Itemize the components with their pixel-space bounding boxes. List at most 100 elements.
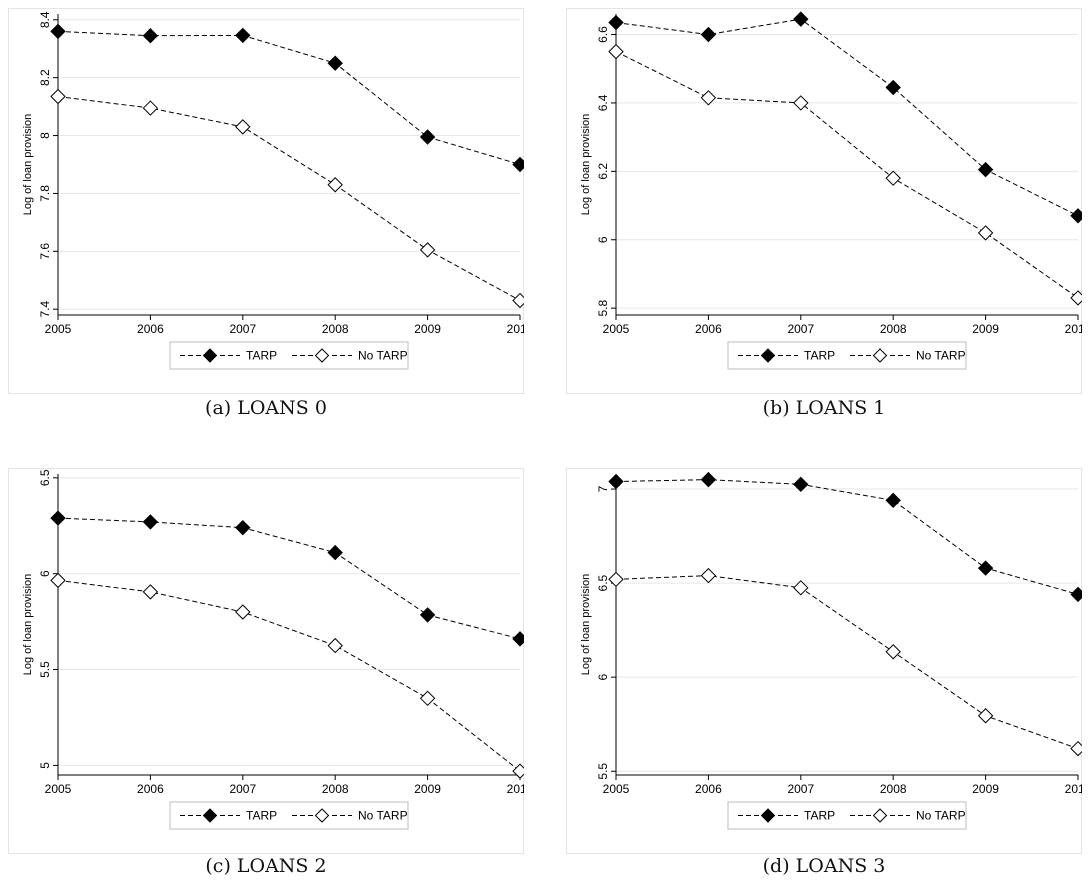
x-tick-label-4: 2009 bbox=[972, 782, 999, 796]
x-tick-label-2: 2007 bbox=[229, 782, 256, 796]
x-tick-label-1: 2006 bbox=[695, 322, 722, 336]
panel-frame bbox=[566, 8, 1082, 394]
series-0-point-2 bbox=[793, 476, 809, 493]
series-line-1 bbox=[615, 51, 1079, 299]
series-1-point-2 bbox=[793, 95, 809, 111]
x-tick-label-1: 2006 bbox=[137, 322, 164, 336]
series-0-point-5 bbox=[512, 631, 524, 647]
y-tick-label-3: 6.5 bbox=[38, 469, 52, 486]
series-line-1 bbox=[57, 579, 521, 772]
series-0-point-4 bbox=[419, 607, 436, 623]
x-tick-label-0: 2005 bbox=[603, 322, 630, 336]
legend-label-1: No TARP bbox=[358, 809, 408, 823]
panel-frame bbox=[8, 8, 524, 394]
series-line-0 bbox=[615, 18, 1079, 217]
legend-marker-0 bbox=[760, 808, 776, 823]
x-tick-label-3: 2008 bbox=[880, 782, 907, 796]
series-0-point-5 bbox=[1070, 586, 1082, 603]
legend-label-0: TARP bbox=[246, 349, 277, 363]
series-0-point-1 bbox=[142, 514, 159, 530]
x-tick-label-4: 2009 bbox=[972, 322, 999, 336]
y-axis-title: Log of loan provision bbox=[22, 114, 34, 216]
x-tick-label-2: 2007 bbox=[787, 322, 814, 336]
y-tick-label-1: 6 bbox=[596, 236, 610, 243]
series-0-point-0 bbox=[50, 23, 66, 40]
series-1-point-3 bbox=[885, 170, 901, 186]
x-tick-label-5: 2010 bbox=[507, 322, 524, 336]
series-line-0 bbox=[57, 30, 521, 165]
y-tick-label-3: 7 bbox=[596, 485, 610, 492]
legend-marker-0 bbox=[760, 348, 776, 363]
x-tick-label-0: 2005 bbox=[45, 322, 72, 336]
legend-marker-0 bbox=[202, 348, 218, 363]
series-1-point-1 bbox=[700, 567, 717, 584]
series-line-0 bbox=[615, 479, 1079, 595]
series-1-point-3 bbox=[885, 644, 901, 660]
y-tick-label-1: 6 bbox=[596, 674, 610, 681]
x-tick-label-2: 2007 bbox=[229, 322, 256, 336]
legend-label-1: No TARP bbox=[916, 349, 966, 363]
legend-marker-1 bbox=[314, 808, 330, 823]
y-axis-title: Log of loan provision bbox=[22, 574, 34, 676]
series-0-point-4 bbox=[977, 560, 994, 576]
y-axis-title: Log of loan provision bbox=[580, 574, 592, 676]
series-1-point-4 bbox=[977, 708, 994, 724]
series-1-point-1 bbox=[142, 584, 159, 600]
series-1-point-0 bbox=[608, 571, 624, 588]
x-tick-label-4: 2009 bbox=[414, 322, 441, 336]
chart-d-svg: 5.5 6 6.5 7 2005 2006 2007 2008 2009 2010 Log of l… bbox=[566, 468, 1082, 854]
series-0-point-4 bbox=[419, 129, 436, 145]
x-tick-label-1: 2006 bbox=[695, 782, 722, 796]
y-axis-title: Log of loan provision bbox=[580, 114, 592, 216]
caption-d: (d) LOANS 3 bbox=[762, 855, 886, 877]
x-tick-label-3: 2008 bbox=[322, 322, 349, 336]
series-1-point-5 bbox=[512, 292, 524, 309]
chart-panel-a: 7.4 7.6 7.8 8 8.2 8.4 2005 2006 2007 2008 2009 2010… bbox=[8, 8, 524, 394]
series-1-point-1 bbox=[700, 90, 717, 106]
series-line-1 bbox=[615, 575, 1079, 750]
legend-label-0: TARP bbox=[804, 349, 835, 363]
series-0-point-5 bbox=[1070, 208, 1082, 224]
y-tick-label-2: 7.8 bbox=[38, 185, 52, 202]
series-0-point-3 bbox=[885, 492, 901, 509]
series-1-point-5 bbox=[512, 763, 524, 779]
series-line-0 bbox=[57, 517, 521, 640]
legend-label-0: TARP bbox=[246, 809, 277, 823]
panel-frame bbox=[566, 468, 1082, 854]
caption-a: (a) LOANS 0 bbox=[205, 397, 327, 419]
chart-panel-d: 5.5 6 6.5 7 2005 2006 2007 2008 2009 2010 Log of l… bbox=[566, 468, 1082, 854]
series-1-point-2 bbox=[793, 580, 809, 596]
y-tick-label-2: 6.5 bbox=[596, 574, 610, 591]
series-0-point-3 bbox=[327, 544, 343, 561]
x-tick-label-2: 2007 bbox=[787, 782, 814, 796]
chart-c-svg: 5 5.5 6 6.5 2005 2006 2007 2008 2009 2010 Log of l… bbox=[8, 468, 524, 854]
series-1-point-2 bbox=[235, 604, 251, 620]
legend-marker-1 bbox=[872, 348, 888, 363]
series-0-point-0 bbox=[50, 510, 66, 526]
series-0-point-1 bbox=[700, 26, 717, 43]
y-tick-label-3: 6.4 bbox=[596, 94, 610, 111]
series-0-point-2 bbox=[793, 11, 809, 27]
series-1-point-1 bbox=[142, 100, 159, 116]
x-tick-label-0: 2005 bbox=[603, 782, 630, 796]
series-0-point-2 bbox=[235, 519, 251, 536]
y-tick-label-5: 8.4 bbox=[38, 11, 52, 28]
chart-panel-c: 5 5.5 6 6.5 2005 2006 2007 2008 2009 2010 Log of l… bbox=[8, 468, 524, 854]
series-1-point-5 bbox=[1070, 290, 1082, 306]
series-1-point-5 bbox=[1070, 740, 1082, 757]
x-tick-label-4: 2009 bbox=[414, 782, 441, 796]
x-tick-label-5: 2010 bbox=[1065, 322, 1082, 336]
series-1-point-4 bbox=[419, 690, 436, 707]
legend-marker-1 bbox=[314, 348, 330, 363]
x-tick-label-5: 2010 bbox=[507, 782, 524, 796]
y-tick-label-3: 8 bbox=[38, 132, 52, 139]
x-tick-label-5: 2010 bbox=[1065, 782, 1082, 796]
legend-label-1: No TARP bbox=[916, 809, 966, 823]
series-1-point-4 bbox=[977, 225, 994, 241]
series-0-point-5 bbox=[512, 156, 524, 173]
x-tick-label-3: 2008 bbox=[880, 322, 907, 336]
series-0-point-0 bbox=[608, 14, 624, 31]
y-tick-label-4: 8.2 bbox=[38, 69, 52, 86]
series-0-point-2 bbox=[235, 27, 251, 44]
series-1-point-3 bbox=[327, 637, 343, 654]
